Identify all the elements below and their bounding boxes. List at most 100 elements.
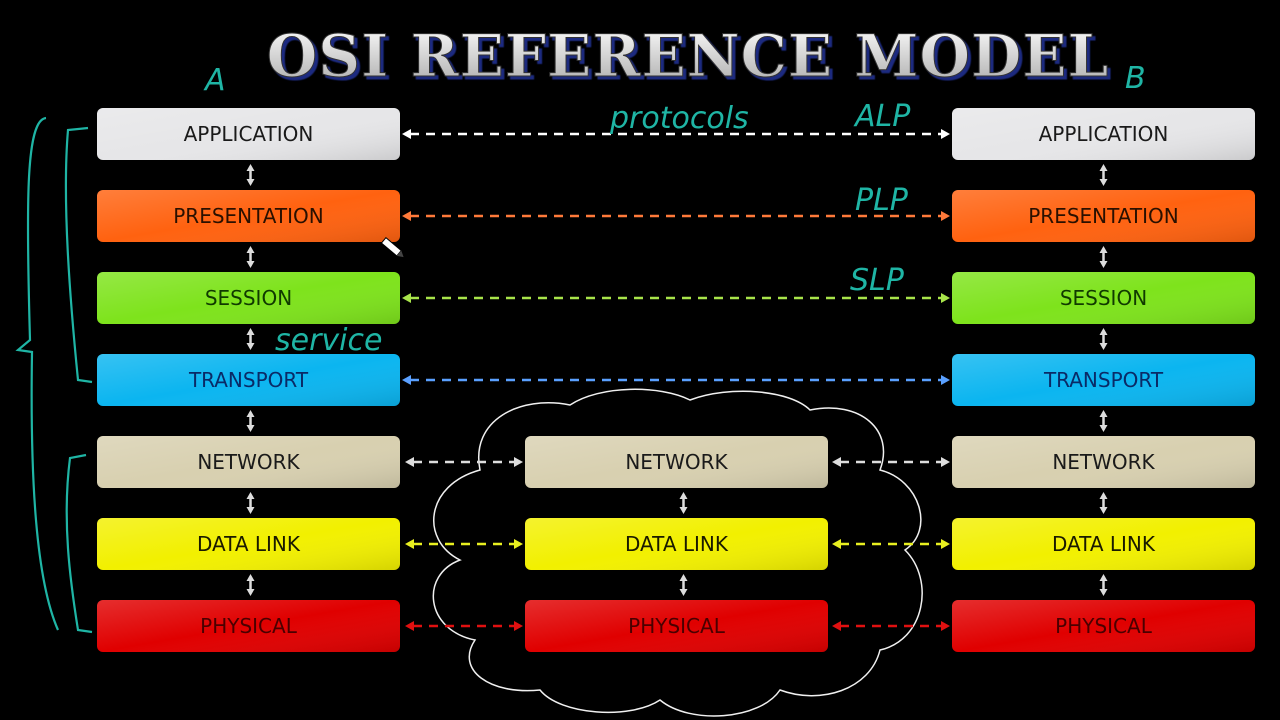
brace-lower-layers bbox=[65, 453, 93, 634]
application-peer-arrow-head-left bbox=[402, 129, 411, 139]
protocols-note: protocols bbox=[609, 101, 749, 136]
physical-peer-arrow-right-head-left bbox=[832, 621, 841, 631]
service-note: service bbox=[275, 323, 382, 358]
layer-label: NETWORK bbox=[1052, 450, 1155, 474]
layer-box-shine bbox=[97, 272, 400, 324]
mid-data-link-down-arrow-head-down bbox=[679, 589, 688, 596]
mid-network-down-arrow-head-down bbox=[679, 507, 688, 514]
left-presentation-down-arrow-head-down bbox=[246, 261, 255, 268]
layer-label: TRANSPORT bbox=[188, 368, 309, 392]
brace-all-layers bbox=[15, 116, 60, 631]
left-transport-down-arrow-head-up bbox=[246, 410, 255, 417]
layer-label: SESSION bbox=[205, 286, 292, 310]
layer-box-shine bbox=[97, 518, 400, 570]
left-data-link-down-arrow-head-up bbox=[246, 574, 255, 581]
layer-box-shine bbox=[525, 436, 828, 488]
application-peer-arrow-head-right bbox=[941, 129, 950, 139]
physical-peer-arrow-left-head-left bbox=[405, 621, 414, 631]
presentation-peer-arrow-head-left bbox=[402, 211, 411, 221]
layer-label: PHYSICAL bbox=[628, 614, 726, 638]
right-transport-layer: TRANSPORT bbox=[952, 354, 1255, 406]
left-session-layer: SESSION bbox=[97, 272, 400, 324]
right-data-link-down-arrow-head-down bbox=[1099, 589, 1108, 596]
layer-box-shine bbox=[97, 354, 400, 406]
right-presentation-down-arrow-head-down bbox=[1099, 261, 1108, 268]
left-transport-down-arrow-head-down bbox=[246, 425, 255, 432]
right-transport-down-arrow-head-down bbox=[1099, 425, 1108, 432]
right-application-down-arrow-head-up bbox=[1099, 164, 1108, 171]
left-network-down-arrow-head-up bbox=[246, 492, 255, 499]
mid-data-link-layer: DATA LINK bbox=[525, 518, 828, 570]
data-link-peer-arrow-left-head-right bbox=[514, 539, 523, 549]
layer-label: PRESENTATION bbox=[173, 204, 324, 228]
right-physical-layer: PHYSICAL bbox=[952, 600, 1255, 652]
left-data-link-down-arrow-head-down bbox=[246, 589, 255, 596]
annotations bbox=[15, 116, 93, 634]
layer-label: DATA LINK bbox=[625, 532, 729, 556]
layer-box-shine bbox=[952, 436, 1255, 488]
layer-box-shine bbox=[97, 108, 400, 160]
left-session-down-arrow-head-up bbox=[246, 328, 255, 335]
layer-label: NETWORK bbox=[625, 450, 728, 474]
page-title: OSI REFERENCE MODEL bbox=[267, 22, 1110, 90]
right-application-layer: APPLICATION bbox=[952, 108, 1255, 160]
layer-box-shine bbox=[952, 190, 1255, 242]
presentation-peer-arrow-head-right bbox=[941, 211, 950, 221]
slp-note: SLP bbox=[850, 263, 905, 298]
layer-label: APPLICATION bbox=[1039, 122, 1169, 146]
layer-label: APPLICATION bbox=[184, 122, 314, 146]
mid-network-down-arrow-head-up bbox=[679, 492, 688, 499]
layer-label: PRESENTATION bbox=[1028, 204, 1179, 228]
left-data-link-layer: DATA LINK bbox=[97, 518, 400, 570]
layer-label: DATA LINK bbox=[197, 532, 301, 556]
mid-network-layer: NETWORK bbox=[525, 436, 828, 488]
left-physical-layer: PHYSICAL bbox=[97, 600, 400, 652]
layer-box-shine bbox=[952, 354, 1255, 406]
left-transport-layer: TRANSPORT bbox=[97, 354, 400, 406]
data-link-peer-arrow-right-head-left bbox=[832, 539, 841, 549]
network-peer-arrow-right-head-left bbox=[832, 457, 841, 467]
host-a-label: A bbox=[203, 63, 226, 98]
mid-data-link-down-arrow-head-up bbox=[679, 574, 688, 581]
network-peer-arrow-right-head-right bbox=[941, 457, 950, 467]
layer-box-shine bbox=[97, 600, 400, 652]
layer-label: TRANSPORT bbox=[1043, 368, 1164, 392]
brace-upper-layers bbox=[64, 126, 93, 384]
right-network-down-arrow-head-up bbox=[1099, 492, 1108, 499]
left-application-down-arrow-head-up bbox=[246, 164, 255, 171]
session-peer-arrow-head-left bbox=[402, 293, 411, 303]
layer-label: NETWORK bbox=[197, 450, 300, 474]
data-link-peer-arrow-right-head-right bbox=[941, 539, 950, 549]
layer-box-shine bbox=[97, 436, 400, 488]
layer-box-shine bbox=[97, 190, 400, 242]
pen-cursor-icon bbox=[380, 236, 404, 258]
right-data-link-down-arrow-head-up bbox=[1099, 574, 1108, 581]
network-peer-arrow-left-head-left bbox=[405, 457, 414, 467]
right-presentation-down-arrow-head-up bbox=[1099, 246, 1108, 253]
layer-box-shine bbox=[952, 108, 1255, 160]
left-application-down-arrow-head-down bbox=[246, 179, 255, 186]
left-presentation-layer: PRESENTATION bbox=[97, 190, 400, 242]
right-session-layer: SESSION bbox=[952, 272, 1255, 324]
left-network-down-arrow-head-down bbox=[246, 507, 255, 514]
network-peer-arrow-left-head-right bbox=[514, 457, 523, 467]
left-session-down-arrow-head-down bbox=[246, 343, 255, 350]
layer-label: PHYSICAL bbox=[1055, 614, 1153, 638]
right-session-down-arrow-head-up bbox=[1099, 328, 1108, 335]
physical-peer-arrow-left-head-right bbox=[514, 621, 523, 631]
transport-peer-arrow-head-right bbox=[941, 375, 950, 385]
left-network-layer: NETWORK bbox=[97, 436, 400, 488]
right-application-down-arrow-head-down bbox=[1099, 179, 1108, 186]
layer-label: DATA LINK bbox=[1052, 532, 1156, 556]
transport-peer-arrow-head-left bbox=[402, 375, 411, 385]
right-network-down-arrow-head-down bbox=[1099, 507, 1108, 514]
host-b-label: B bbox=[1125, 61, 1146, 96]
left-presentation-down-arrow-head-up bbox=[246, 246, 255, 253]
left-application-layer: APPLICATION bbox=[97, 108, 400, 160]
session-peer-arrow-head-right bbox=[941, 293, 950, 303]
right-data-link-layer: DATA LINK bbox=[952, 518, 1255, 570]
layer-label: PHYSICAL bbox=[200, 614, 298, 638]
layer-box-shine bbox=[952, 518, 1255, 570]
layer-box-shine bbox=[952, 600, 1255, 652]
